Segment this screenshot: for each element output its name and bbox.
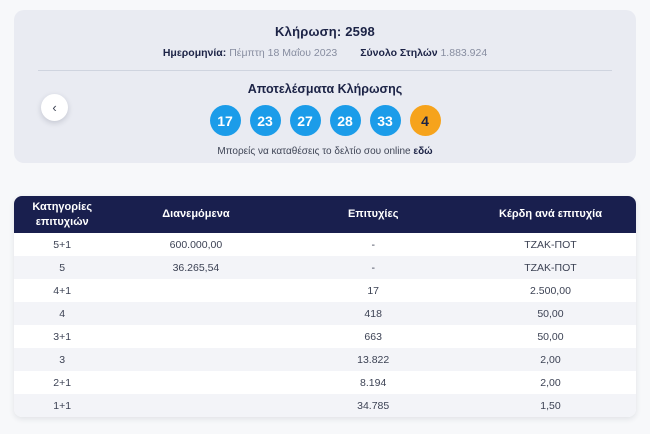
prev-draw-button[interactable]: ‹ (41, 94, 68, 121)
chevron-left-icon: ‹ (52, 100, 57, 115)
total-columns-value: 1.883.924 (440, 47, 488, 59)
online-submit-link[interactable]: εδώ (413, 146, 433, 157)
results-heading: Αποτελέσματα Κλήρωσης (247, 82, 403, 96)
table-row: 2+1 8.194 2,00 (53, 376, 561, 389)
drawn-number-ball: 17 (209, 105, 241, 136)
table-row: 3 13.822 2,00 (14, 348, 636, 371)
panel-divider (38, 70, 612, 71)
bonus-number-ball: 4 (409, 105, 441, 136)
prize-table-card: Κατηγορίες επιτυχιών Διανεμόμενα Επιτυχί… (14, 196, 636, 417)
drawn-number-ball: 23 (249, 105, 281, 136)
table-row: 5+1 600.000,00 - ΤΖΑΚ-ΠΟΤ (53, 238, 577, 251)
draw-info-panel: Κλήρωση: 2598 Ημερομηνία: Πέμπτη 18 Μαΐο… (14, 10, 636, 163)
col-header-winners: Επιτυχίες (281, 196, 465, 233)
draw-meta: Ημερομηνία: Πέμπτη 18 Μαΐου 2023 Σύνολο … (14, 47, 636, 59)
col-header-categories: Κατηγορίες επιτυχιών (14, 196, 111, 233)
results-table: Κατηγορίες επιτυχιών Διανεμόμενα Επιτυχί… (14, 196, 636, 417)
col-header-prize-per-win: Κέρδη ανά επιτυχία (464, 196, 636, 233)
draw-title: Κλήρωση: 2598 (275, 24, 375, 39)
total-columns-label: Σύνολο Στηλών (360, 47, 438, 59)
draw-date-label: Ημερομηνία: (162, 47, 227, 59)
table-row: 4 418 50,00 (14, 302, 636, 325)
drawn-numbers: 17 23 27 28 33 4 (14, 105, 636, 136)
drawn-number-ball: 28 (329, 105, 361, 136)
table-row: 1+1 34.785 1,50 (14, 394, 636, 417)
table-header-row: Κατηγορίες επιτυχιών Διανεμόμενα Επιτυχί… (14, 196, 636, 233)
draw-date-value: Πέμπτη 18 Μαΐου 2023 (229, 47, 338, 59)
table-row: 4+1 17 2.500,00 (53, 284, 571, 297)
table-row: 5 36.265,54 - ΤΖΑΚ-ΠΟΤ (14, 256, 636, 279)
drawn-number-ball: 27 (289, 105, 321, 136)
online-submit-note: Μπορείς να καταθέσεις το δελτίο σου onli… (217, 146, 433, 157)
col-header-distributed: Διανεμόμενα (110, 196, 282, 233)
drawn-number-ball: 33 (369, 105, 401, 136)
table-row: 3+1 663 50,00 (53, 330, 564, 343)
